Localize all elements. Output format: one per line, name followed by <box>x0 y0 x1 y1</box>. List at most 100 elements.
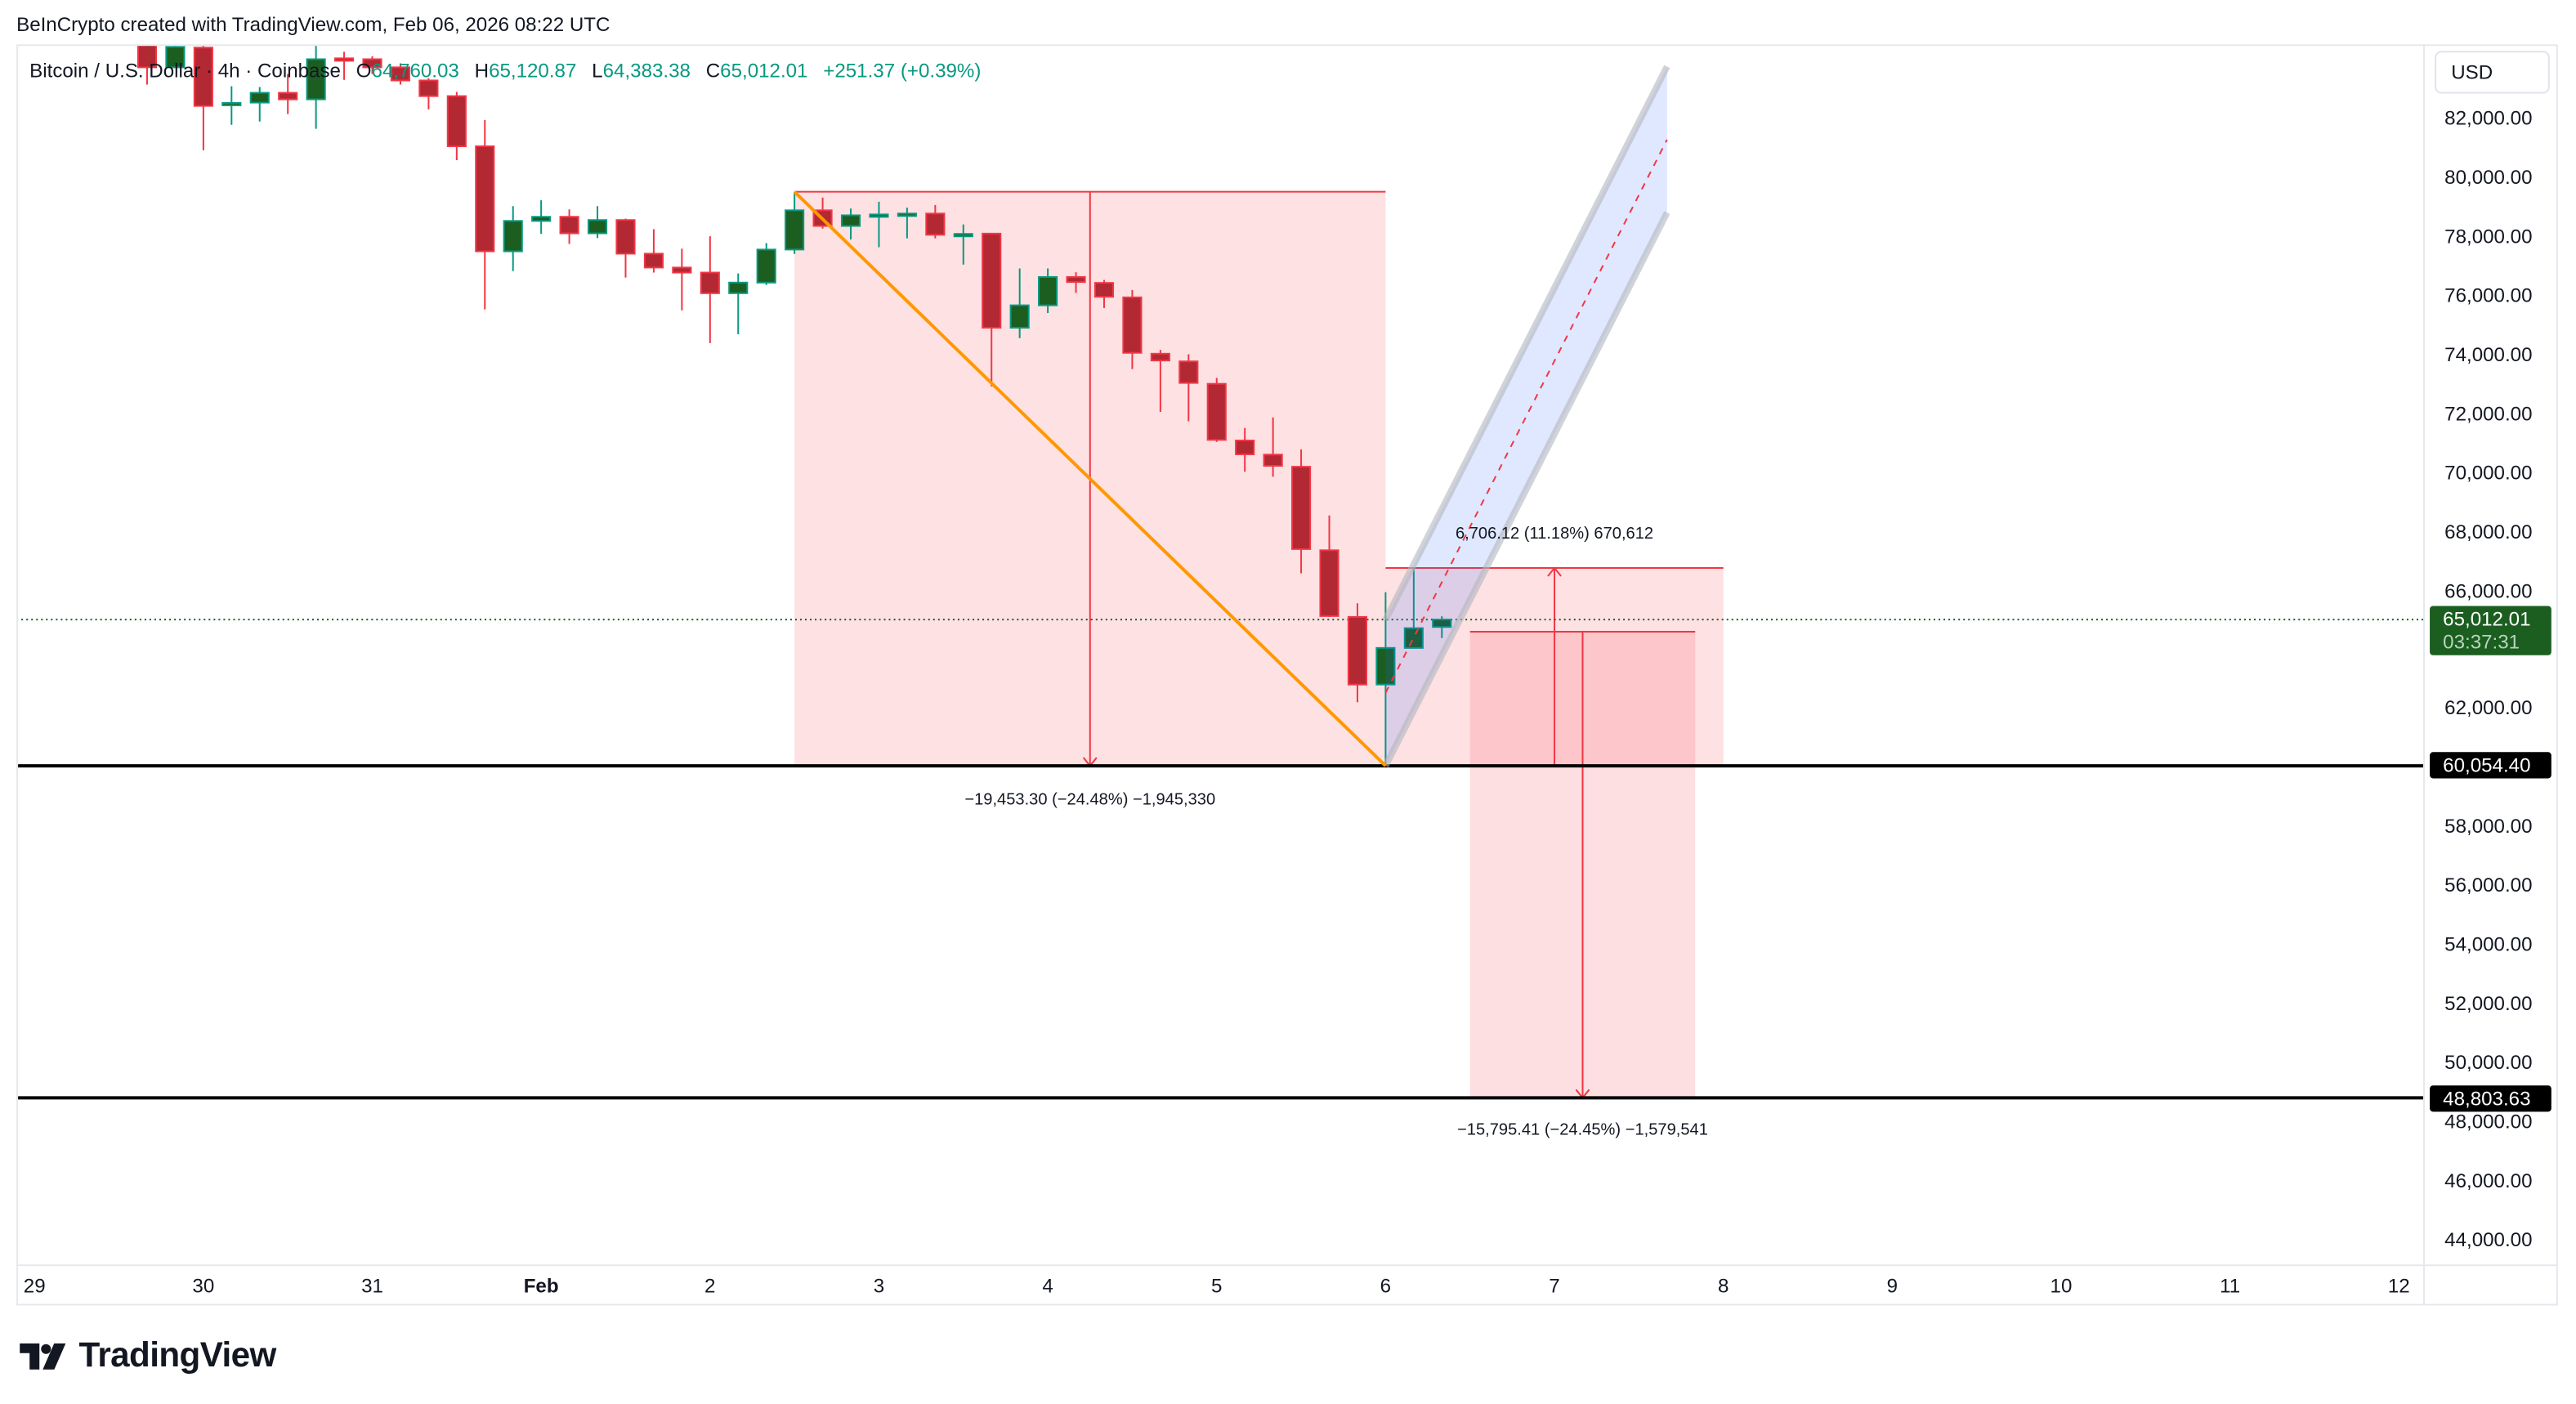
current-price-tag: 65,012.01 03:37:31 <box>2430 606 2551 656</box>
price-tick-label: 82,000.00 <box>2444 106 2533 130</box>
candle-down <box>1263 454 1283 467</box>
time-tick-label: 5 <box>1211 1274 1223 1298</box>
price-tick-label: 74,000.00 <box>2444 342 2533 366</box>
candle-down <box>643 253 664 269</box>
change-value: +251.37 (+0.39%) <box>823 59 982 83</box>
time-tick-label: 31 <box>361 1274 383 1298</box>
price-tick-label: 56,000.00 <box>2444 874 2533 897</box>
candle-up <box>840 214 861 227</box>
candle-up <box>531 216 552 222</box>
candle-down <box>362 58 382 69</box>
candle-down <box>334 57 355 62</box>
time-tick-label: 29 <box>23 1274 46 1298</box>
candle-down <box>672 266 692 274</box>
bounce-measurement-label: 6,706.12 (11.18%) 670,612 <box>1455 525 1654 543</box>
high-label: H <box>474 59 490 83</box>
open-value: 64,760.03 <box>371 59 459 83</box>
channel-lower-line <box>1382 211 1670 767</box>
time-tick-label: 11 <box>2220 1274 2241 1298</box>
bar-countdown: 03:37:31 <box>2443 631 2520 655</box>
tradingview-logo-icon <box>20 1343 66 1370</box>
drop-measurement-label: −19,453.30 (−24.48%) −1,945,330 <box>964 792 1216 811</box>
current-price-value: 65,012.01 <box>2443 608 2531 632</box>
time-tick-label: 10 <box>2050 1274 2073 1298</box>
candle-down <box>1319 549 1339 617</box>
close-value: 65,012.01 <box>720 59 808 83</box>
candle-up <box>1009 304 1030 329</box>
price-tick-label: 78,000.00 <box>2444 225 2533 248</box>
price-tick-label: 66,000.00 <box>2444 579 2533 602</box>
projection-measurement-label: −15,795.41 (−24.45%) −1,579,541 <box>1457 1120 1708 1139</box>
candle-down <box>390 66 411 82</box>
price-tick-label: 68,000.00 <box>2444 520 2533 543</box>
candle-up <box>728 281 749 294</box>
time-tick-label: 30 <box>192 1274 215 1298</box>
time-tick-label: Feb <box>523 1274 559 1298</box>
price-tick-label: 76,000.00 <box>2444 284 2533 307</box>
time-tick-label: 9 <box>1886 1274 1898 1298</box>
logo-text: TradingView <box>78 1336 276 1375</box>
candle-down <box>1347 615 1368 686</box>
candle-down <box>446 95 467 147</box>
candle-down <box>1122 296 1143 354</box>
candle-down <box>1206 382 1227 441</box>
symbol-legend: Bitcoin / U.S. Dollar · 4h · Coinbase O6… <box>29 59 981 82</box>
candle-up <box>897 212 917 217</box>
price-axis-divider <box>2423 44 2426 1306</box>
zigzag-line <box>793 190 1387 767</box>
candle-down <box>136 46 158 69</box>
candle-down <box>982 232 1002 329</box>
horizontal-levels <box>18 619 2424 1100</box>
time-tick-label: 3 <box>873 1274 885 1298</box>
channel-upper-line <box>1382 65 1670 622</box>
candle-up <box>953 233 973 238</box>
time-tick-label: 6 <box>1380 1274 1392 1298</box>
time-tick-label: 4 <box>1042 1274 1053 1298</box>
candle-down <box>193 47 213 107</box>
credit-text: BeInCrypto created with TradingView.com,… <box>16 13 610 37</box>
price-tick-label: 50,000.00 <box>2444 1051 2533 1075</box>
drawings <box>793 65 1670 767</box>
candle-up <box>785 209 805 251</box>
candle-down <box>1066 275 1086 284</box>
candle-up <box>1038 275 1058 306</box>
candle-up <box>869 213 889 218</box>
time-tick-label: 7 <box>1549 1274 1560 1298</box>
price-tick-label: 48,000.00 <box>2444 1110 2533 1133</box>
price-tick-label: 44,000.00 <box>2444 1227 2533 1251</box>
target-level-tag: 48,803.63 <box>2430 1084 2551 1111</box>
time-axis-divider <box>16 1264 2558 1267</box>
high-value: 65,120.87 <box>489 59 577 83</box>
time-tick-label: 8 <box>1717 1274 1729 1298</box>
tradingview-logo[interactable]: TradingView <box>20 1337 276 1376</box>
candle-up <box>306 58 326 101</box>
currency-button[interactable]: USD <box>2435 51 2550 94</box>
parallel-channel-fill <box>1385 66 1667 767</box>
candle-up <box>1403 627 1424 649</box>
time-tick-label: 12 <box>2387 1274 2410 1298</box>
price-tick-label: 54,000.00 <box>2444 932 2533 956</box>
candle-down <box>1235 439 1255 455</box>
candle-up <box>756 248 776 284</box>
price-tick-label: 52,000.00 <box>2444 991 2533 1015</box>
price-tick-label: 58,000.00 <box>2444 815 2533 838</box>
candle-up <box>503 220 523 253</box>
candle-down <box>1093 282 1115 298</box>
range-arrow-head <box>1547 566 1562 577</box>
low-value: 64,383.38 <box>602 59 691 83</box>
candle-down <box>615 219 636 255</box>
candle-down <box>1150 352 1170 362</box>
symbol-name[interactable]: Bitcoin / U.S. Dollar · 4h · Coinbase <box>29 59 341 83</box>
candle-down <box>278 92 298 101</box>
candles <box>136 46 1452 767</box>
price-tick-label: 80,000.00 <box>2444 165 2533 189</box>
candle-up <box>1375 646 1396 686</box>
price-tick-label: 62,000.00 <box>2444 696 2533 720</box>
candle-down <box>700 271 720 294</box>
support-level-tag: 60,054.40 <box>2430 753 2551 780</box>
chart-frame <box>16 44 2558 1306</box>
open-label: O <box>356 59 372 83</box>
candle-up <box>1432 619 1452 628</box>
